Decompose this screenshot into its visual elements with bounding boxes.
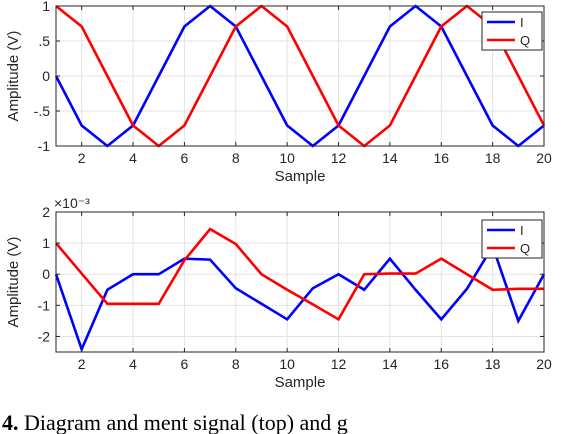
legend-box	[481, 11, 543, 51]
y-tick-label: .5	[38, 33, 50, 49]
x-tick-label: 10	[279, 150, 295, 166]
y-tick-label: -.5	[34, 103, 51, 119]
caption-text: Diagram and ment signal (top) and g	[24, 410, 348, 434]
x-axis-label: Sample	[275, 374, 326, 391]
y-scale-factor: ×10⁻³	[54, 195, 90, 211]
x-tick-label: 2	[78, 150, 86, 166]
y-tick-label: -2	[38, 328, 51, 344]
x-tick-label: 4	[129, 150, 137, 166]
figure-caption: 4. Diagram and ment signal (top) and g	[0, 410, 574, 434]
x-tick-label: 2	[78, 356, 86, 372]
y-tick-label: 1	[42, 235, 50, 251]
x-tick-label: 18	[485, 150, 501, 166]
plot-area	[56, 212, 544, 352]
x-tick-label: 12	[331, 150, 347, 166]
x-tick-label: 20	[536, 356, 552, 372]
x-tick-label: 16	[433, 150, 449, 166]
x-axis-label: Sample	[275, 168, 326, 185]
x-tick-label: 16	[433, 356, 449, 372]
y-tick-label: -1	[38, 297, 51, 313]
series-line-q	[55, 227, 544, 322]
legend-label-i: I	[520, 15, 524, 30]
x-tick-label: 10	[279, 356, 295, 372]
x-tick-label: 14	[382, 150, 398, 166]
y-tick-label: -1	[38, 138, 51, 154]
x-tick-label: 6	[181, 150, 189, 166]
legend-label-q: Q	[520, 241, 530, 256]
y-axis-label: Amplitude (V)	[5, 31, 22, 122]
x-tick-label: 18	[485, 356, 501, 372]
chart-figure: 2 4 6 8 10 12 14 16 18 20-1-.50.51SampleAmplitude…	[5, 0, 552, 391]
x-tick-label: 4	[129, 356, 137, 372]
y-tick-label: 0	[42, 68, 50, 84]
legend-label-q: Q	[520, 33, 530, 48]
series-line-q	[55, 4, 546, 148]
caption-label: 4.	[2, 410, 19, 434]
series-line-i	[54, 4, 545, 148]
x-tick-label: 6	[181, 356, 189, 372]
y-tick-label: 0	[42, 266, 50, 282]
series-line-i	[54, 243, 546, 353]
y-tick-label: 2	[42, 204, 50, 220]
x-tick-label: 8	[232, 356, 240, 372]
legend-box	[481, 219, 543, 259]
x-tick-label: 8	[232, 150, 240, 166]
y-tick-label: 1	[42, 0, 50, 14]
chart-panel-1: 2 4 6 8 10 12 14 16 18 20 -1 -.5 0 .5 1 Sample Amplitude…	[5, 0, 552, 185]
legend-label-i: I	[520, 223, 524, 238]
y-axis-label: Amplitude (V)	[5, 237, 22, 328]
x-tick-label: 14	[382, 356, 398, 372]
x-tick-label: 20	[536, 150, 552, 166]
x-tick-label: 12	[331, 356, 347, 372]
axes-box	[55, 211, 545, 353]
